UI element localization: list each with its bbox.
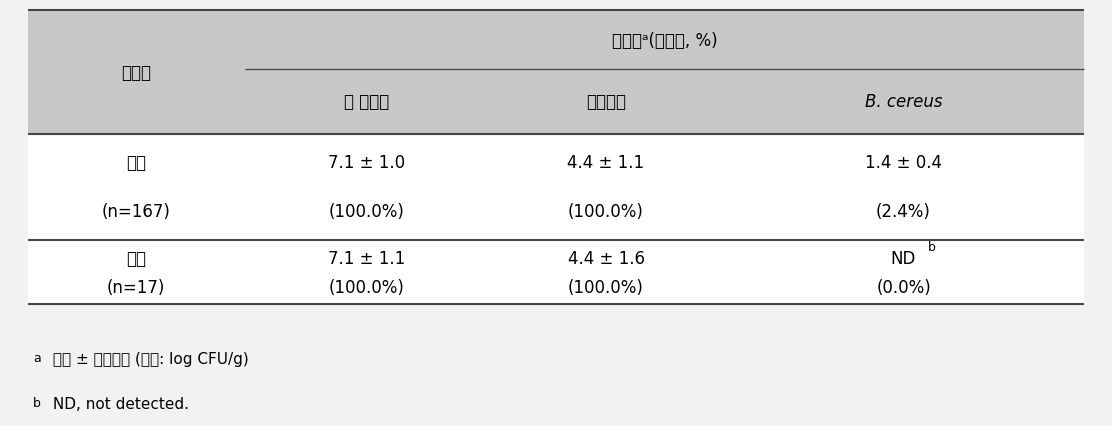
Text: b: b xyxy=(33,396,41,409)
Text: 공장: 공장 xyxy=(127,154,146,172)
Text: B. cereus: B. cereus xyxy=(865,93,942,111)
Text: 4.4 ± 1.1: 4.4 ± 1.1 xyxy=(567,154,645,172)
Text: (100.0%): (100.0%) xyxy=(329,278,405,296)
Text: 씽 세균수: 씽 세균수 xyxy=(345,93,389,111)
Bar xyxy=(28,134,1084,305)
Text: 중분류: 중분류 xyxy=(121,63,151,81)
Text: b: b xyxy=(929,241,936,254)
Text: 7.1 ± 1.1: 7.1 ± 1.1 xyxy=(328,249,406,267)
Text: 4.4 ± 1.6: 4.4 ± 1.6 xyxy=(567,249,645,267)
Text: 1.4 ± 0.4: 1.4 ± 0.4 xyxy=(865,154,942,172)
Text: a: a xyxy=(33,351,41,364)
Text: 대장균균: 대장균균 xyxy=(586,93,626,111)
Text: (0.0%): (0.0%) xyxy=(876,278,931,296)
Text: 오염도ᵃ(검출률, %): 오염도ᵃ(검출률, %) xyxy=(612,32,717,49)
Text: (100.0%): (100.0%) xyxy=(568,203,644,221)
Text: ND: ND xyxy=(891,249,916,267)
Text: (n=167): (n=167) xyxy=(102,203,170,221)
Text: (100.0%): (100.0%) xyxy=(329,203,405,221)
Bar xyxy=(28,11,1084,134)
Text: 7.1 ± 1.0: 7.1 ± 1.0 xyxy=(328,154,406,172)
Text: (n=17): (n=17) xyxy=(107,278,166,296)
Text: ND, not detected.: ND, not detected. xyxy=(48,396,189,411)
Text: 농가: 농가 xyxy=(127,249,146,267)
Text: (100.0%): (100.0%) xyxy=(568,278,644,296)
Text: 평균 ± 표준편차 (단위: log CFU/g): 평균 ± 표준편차 (단위: log CFU/g) xyxy=(48,351,249,366)
Text: (2.4%): (2.4%) xyxy=(876,203,931,221)
